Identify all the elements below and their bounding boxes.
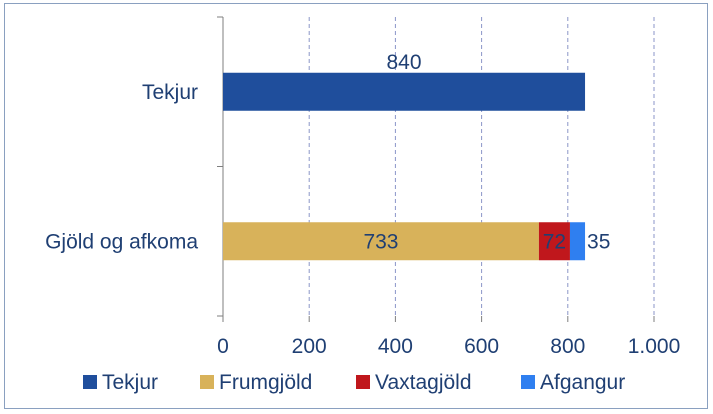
legend-label-tekjur: Tekjur	[102, 371, 158, 394]
x-tick-label-1000: 1.000	[628, 335, 681, 358]
category-label-gjold-og-afkoma: Gjöld og afkoma	[45, 230, 198, 253]
data-labels: 840 733 72 35	[363, 51, 610, 254]
legend-label-afgangur: Afgangur	[540, 371, 625, 394]
bar-tekjur-tekjur	[223, 72, 586, 111]
chart-frame	[4, 3, 708, 409]
x-tick-label-400: 400	[378, 335, 413, 358]
x-tick-label-200: 200	[292, 335, 327, 358]
bar-vaxtagjold-gjold-og-afkoma	[538, 222, 570, 261]
legend-swatch-tekjur	[83, 375, 97, 389]
x-tick-label-600: 600	[464, 335, 499, 358]
bar-frumgjold-gjold-og-afkoma	[223, 222, 539, 261]
bars	[223, 72, 586, 261]
gridlines	[308, 17, 655, 316]
legend-label-frumgjold: Frumgjöld	[219, 371, 312, 394]
data-label-frumgjold: 733	[363, 230, 398, 253]
legend: Tekjur Frumgjöld Vaxtagjöld Afgangur	[83, 371, 625, 394]
legend-swatch-afgangur	[521, 375, 535, 389]
data-label-afgangur: 35	[587, 230, 610, 253]
x-tick-label-0: 0	[217, 335, 229, 358]
bar-afgangur-gjold-og-afkoma	[569, 222, 586, 261]
category-label-tekjur: Tekjur	[142, 81, 198, 104]
x-tick-label-800: 800	[550, 335, 585, 358]
legend-swatch-vaxtagjold	[356, 375, 370, 389]
data-label-vaxtagjold: 72	[543, 230, 566, 253]
legend-swatch-frumgjold	[200, 375, 214, 389]
legend-label-vaxtagjold: Vaxtagjöld	[375, 371, 472, 394]
axes: 0 200 400 600 800 1.000 Tekjur Gjöld og afkoma	[45, 16, 681, 358]
data-label-tekjur: 840	[386, 51, 421, 74]
